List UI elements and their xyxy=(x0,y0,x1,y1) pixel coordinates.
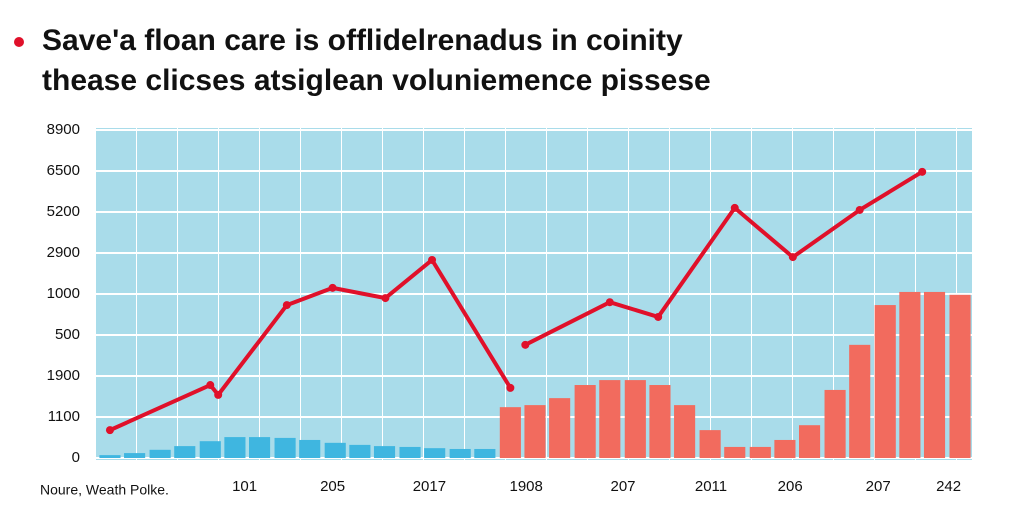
bar xyxy=(724,446,746,458)
y-tick-label: 2900 xyxy=(47,244,80,261)
line-point xyxy=(521,340,530,349)
bar xyxy=(699,430,721,458)
line-point xyxy=(506,383,515,392)
y-tick-label: 1000 xyxy=(47,285,80,302)
x-tick-label: 207 xyxy=(610,478,635,495)
bar xyxy=(549,398,571,458)
bar xyxy=(373,446,396,458)
line-point xyxy=(206,381,215,390)
bar xyxy=(949,294,971,458)
y-tick-label: 500 xyxy=(55,326,80,343)
line-point xyxy=(282,301,291,310)
chart-title: Save'a floan care is offlidelrenadus in … xyxy=(42,24,683,57)
y-tick-label: 6500 xyxy=(47,162,80,179)
line-point xyxy=(428,255,437,264)
bar xyxy=(524,405,546,458)
bar xyxy=(674,405,696,458)
x-tick-label: 101 xyxy=(232,478,257,495)
bar xyxy=(224,437,246,458)
bar xyxy=(124,453,146,458)
bar xyxy=(599,380,621,458)
x-tick-label: 206 xyxy=(778,478,803,495)
bar xyxy=(174,446,196,458)
bar xyxy=(649,385,671,458)
bar xyxy=(449,448,471,458)
line-point xyxy=(730,203,739,212)
bar xyxy=(499,407,521,458)
line-point xyxy=(605,298,614,307)
source-note: Noure, Weath Polke. xyxy=(40,482,169,498)
bar xyxy=(574,385,596,458)
y-tick-label: 0 xyxy=(72,449,80,466)
bar xyxy=(899,291,921,458)
bar xyxy=(774,439,796,458)
bar xyxy=(299,439,321,458)
line-point xyxy=(788,253,797,262)
bar xyxy=(199,441,221,458)
x-tick-label: 242 xyxy=(936,478,961,495)
bar xyxy=(424,448,446,458)
line-point xyxy=(381,294,390,303)
x-tick-label: 205 xyxy=(320,478,345,495)
bar xyxy=(274,437,296,458)
bar xyxy=(324,442,346,458)
bar xyxy=(824,389,846,458)
bar xyxy=(399,446,421,458)
x-tick-label: 2017 xyxy=(413,478,446,495)
x-tick-label: 2011 xyxy=(695,478,727,495)
y-tick-label: 8900 xyxy=(47,121,80,138)
bar xyxy=(99,455,121,458)
title-dot xyxy=(14,37,24,47)
bar xyxy=(923,291,946,458)
line-point xyxy=(105,426,114,435)
y-tick-label: 1100 xyxy=(48,408,80,425)
x-tick-label: 1908 xyxy=(510,478,543,495)
bar xyxy=(874,305,896,458)
x-tick-label: 207 xyxy=(866,478,891,495)
bar xyxy=(799,425,821,458)
bar xyxy=(249,437,271,458)
bar xyxy=(849,344,871,458)
line-point xyxy=(855,205,864,214)
line-point xyxy=(654,312,663,321)
bar xyxy=(349,444,371,458)
chart-subtitle: thease clicses atsiglean voluniemence pi… xyxy=(42,64,711,97)
bar xyxy=(149,449,171,458)
bar xyxy=(749,446,771,458)
y-tick-label: 5200 xyxy=(47,203,80,220)
bar xyxy=(624,380,646,458)
line-point xyxy=(328,283,337,292)
line-point xyxy=(214,390,223,399)
y-tick-label: 1900 xyxy=(47,367,80,384)
bar xyxy=(474,448,496,458)
line-point xyxy=(918,167,927,176)
